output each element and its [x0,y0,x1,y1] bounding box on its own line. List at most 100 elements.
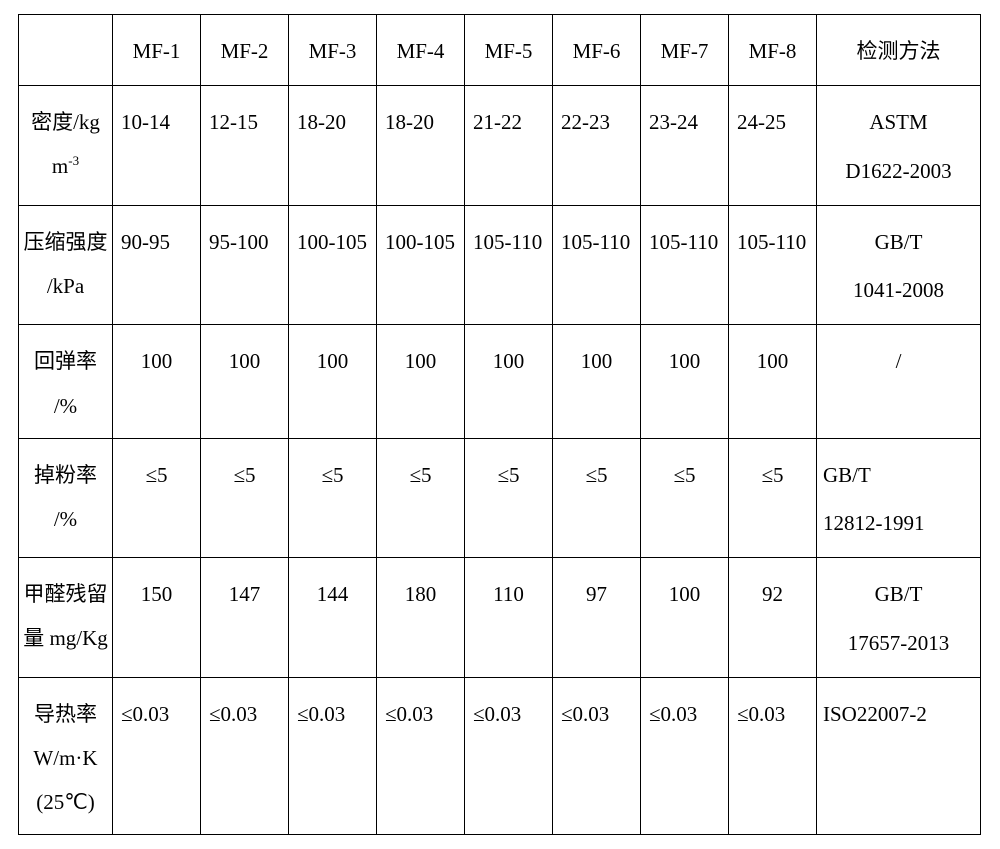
page-root: MF-1 MF-2 MF-3 MF-4 MF-5 MF-6 MF-7 MF-8 … [0,0,1000,849]
method-cell: GB/T 12812-1991 [817,438,981,558]
cell-value: ≤5 [377,439,464,507]
data-cell: 144 [289,558,377,678]
cell-value: 22-23 [553,86,640,154]
header-col-mf8: MF-8 [729,15,817,86]
method-line: 17657-2013 [848,631,950,655]
row-label-line: m-3 [23,144,108,188]
cell-value: ≤0.03 [289,678,376,746]
data-cell: 18-20 [289,86,377,206]
header-mf-label: MF-2 [201,15,288,83]
cell-value: ≤5 [201,439,288,507]
row-label-line: 掉粉率 [23,453,108,497]
cell-value: ≤0.03 [729,678,816,746]
cell-value: ≤0.03 [201,678,288,746]
method-value: GB/T 17657-2013 [817,558,980,677]
row-label-cell: 掉粉率 /% [19,438,113,558]
row-label-text: m [52,154,68,178]
cell-value: ≤0.03 [377,678,464,746]
header-col-method: 检测方法 [817,15,981,86]
data-cell: 90-95 [113,205,201,325]
row-label-line: W/m·K [23,736,108,780]
data-cell: ≤5 [729,438,817,558]
cell-value: 144 [289,558,376,626]
cell-value: 18-20 [289,86,376,154]
data-cell: ≤0.03 [377,677,465,834]
header-rowlabel [19,15,112,39]
cell-value: 105-110 [465,206,552,274]
table-row: 密度/kg m-3 10-14 12-15 18-20 18-20 21-22 … [19,86,981,206]
data-cell: 22-23 [553,86,641,206]
header-rowlabel-cell [19,15,113,86]
header-col-mf2: MF-2 [201,15,289,86]
cell-value: 100 [729,325,816,393]
data-cell: 100 [553,325,641,438]
data-cell: ≤0.03 [289,677,377,834]
method-cell: GB/T 17657-2013 [817,558,981,678]
cell-value: 23-24 [641,86,728,154]
method-cell: ASTM D1622-2003 [817,86,981,206]
data-cell: ≤5 [113,438,201,558]
data-cell: ≤0.03 [729,677,817,834]
cell-value: 95-100 [201,206,288,274]
method-value: / [817,325,980,395]
cell-value: 21-22 [465,86,552,154]
cell-value: 150 [113,558,200,626]
row-label-line: /% [23,384,108,428]
row-label-cell: 甲醛残留 量 mg/Kg [19,558,113,678]
data-cell: ≤5 [641,438,729,558]
data-cell: 100 [641,325,729,438]
cell-value: ≤0.03 [641,678,728,746]
data-cell: 100 [289,325,377,438]
cell-value: ≤5 [729,439,816,507]
data-cell: 95-100 [201,205,289,325]
method-value: GB/T 1041-2008 [817,206,980,325]
cell-value: 147 [201,558,288,626]
cell-value: 100 [553,325,640,393]
data-cell: 100 [729,325,817,438]
cell-value: 10-14 [113,86,200,154]
cell-value: 100 [641,558,728,626]
data-cell: 180 [377,558,465,678]
method-line: ASTM [869,110,927,134]
table-row: 导热率 W/m·K (25℃) ≤0.03 ≤0.03 ≤0.03 ≤0.03 … [19,677,981,834]
header-mf-label: MF-7 [641,15,728,83]
row-label-line: (25℃) [23,780,108,824]
row-label-line: 压缩强度 [23,220,108,264]
method-line: GB/T [875,582,923,606]
data-cell: 21-22 [465,86,553,206]
row-label: 压缩强度 /kPa [19,206,112,318]
header-col-mf7: MF-7 [641,15,729,86]
method-line: 12812-1991 [823,511,925,535]
cell-value: ≤5 [289,439,376,507]
method-value: GB/T 12812-1991 [817,439,980,558]
row-label: 掉粉率 /% [19,439,112,551]
data-cell: 100 [641,558,729,678]
cell-value: 100 [289,325,376,393]
data-cell: ≤0.03 [113,677,201,834]
data-cell: 100 [377,325,465,438]
data-cell: 100 [113,325,201,438]
table-row: 掉粉率 /% ≤5 ≤5 ≤5 ≤5 ≤5 ≤5 ≤5 ≤5 GB/T 1281… [19,438,981,558]
cell-value: ≤5 [465,439,552,507]
header-mf-label: MF-8 [729,15,816,83]
method-line: GB/T [823,463,871,487]
cell-value: 100 [113,325,200,393]
cell-value: 100 [465,325,552,393]
header-mf-label: MF-6 [553,15,640,83]
data-cell: 100 [465,325,553,438]
data-cell: ≤0.03 [465,677,553,834]
row-label-line: /% [23,497,108,541]
row-label: 密度/kg m-3 [19,86,112,198]
cell-value: 100 [641,325,728,393]
cell-value: 97 [553,558,640,626]
method-line: GB/T [875,230,923,254]
cell-value: 100-105 [289,206,376,274]
data-cell: ≤0.03 [201,677,289,834]
method-cell: GB/T 1041-2008 [817,205,981,325]
data-cell: 97 [553,558,641,678]
row-label-cell: 密度/kg m-3 [19,86,113,206]
row-label-line: 甲醛残留 [23,572,108,616]
method-line: D1622-2003 [845,159,951,183]
data-cell: 92 [729,558,817,678]
method-line: 1041-2008 [853,278,944,302]
